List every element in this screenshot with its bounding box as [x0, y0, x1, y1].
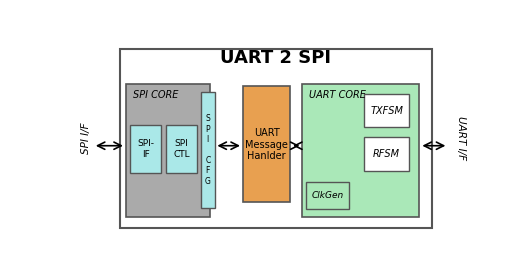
Bar — [166, 125, 197, 173]
Text: UART
Message
HanIder: UART Message HanIder — [245, 128, 288, 161]
Text: SPI I/F: SPI I/F — [81, 122, 91, 154]
Text: TXFSM: TXFSM — [370, 106, 403, 116]
Bar — [201, 92, 215, 208]
Text: UART CORE: UART CORE — [310, 90, 366, 100]
Text: SPI-
IF: SPI- IF — [137, 139, 154, 159]
Text: RFSM: RFSM — [373, 149, 400, 159]
Bar — [306, 182, 349, 209]
Text: S
P
I
 
C
F
G: S P I C F G — [205, 114, 211, 186]
Bar — [243, 87, 290, 202]
Bar — [126, 84, 210, 217]
Text: SPI CORE: SPI CORE — [133, 90, 179, 100]
Text: UART 2 SPI: UART 2 SPI — [220, 49, 331, 67]
Text: UART I/F: UART I/F — [456, 116, 465, 160]
Bar — [130, 125, 161, 173]
Bar — [120, 49, 432, 228]
Bar — [364, 137, 409, 171]
Text: SPI
CTL: SPI CTL — [173, 139, 190, 159]
Bar — [303, 84, 419, 217]
Bar — [364, 94, 409, 127]
Text: ClkGen: ClkGen — [311, 191, 343, 200]
